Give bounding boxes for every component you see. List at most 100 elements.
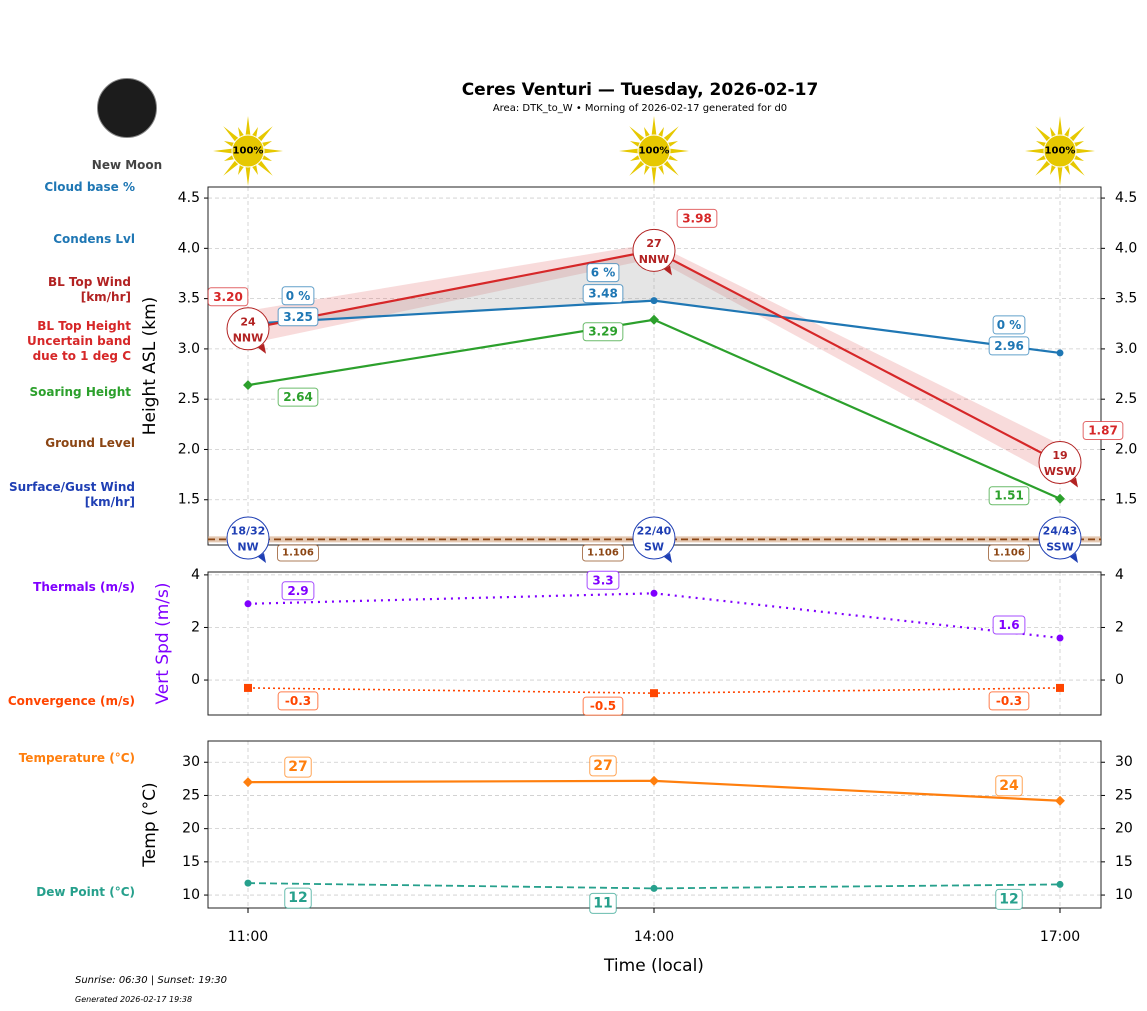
surface-wind-speed: 18/32 xyxy=(231,525,266,538)
moon-phase-label: New Moon xyxy=(91,158,163,172)
sun-icon xyxy=(231,134,265,168)
soaring-label: 3.29 xyxy=(588,325,618,339)
convergence-label-box xyxy=(277,691,319,711)
dew-point-point xyxy=(650,884,658,892)
bl-wind-direction: NNW xyxy=(233,331,264,344)
label-bl-top-height: BL Top Height Uncertain band due to 1 de… xyxy=(27,319,131,363)
y-axis-label: Vert Spd (m/s) xyxy=(153,582,173,704)
cloud-base-pct-label: 0 % xyxy=(286,289,311,303)
bl-top-label-box xyxy=(676,208,718,228)
soaring-height-point xyxy=(649,314,659,325)
moon-icon xyxy=(97,78,157,138)
label-surface-wind: Surface/Gust Wind [km/hr] xyxy=(9,480,135,509)
dew-point-label-box xyxy=(589,892,617,914)
temperature-point xyxy=(243,777,253,788)
label-temperature: Temperature (°C) xyxy=(18,751,135,765)
dew-point-point xyxy=(244,879,252,887)
y-tick-label: 4.0 xyxy=(178,240,200,256)
condens-label: 3.25 xyxy=(283,310,313,324)
condens-level-point xyxy=(650,297,658,305)
cloud-base-pct-label: 6 % xyxy=(591,266,616,280)
label-bl-top-wind: BL Top Wind [km/hr] xyxy=(47,275,131,304)
label-thermals: Thermals (m/s) xyxy=(33,580,135,594)
surface-wind-arrow-icon xyxy=(1070,553,1078,563)
surface-wind-speed: 22/40 xyxy=(637,525,672,538)
surface-wind-arrow-icon xyxy=(664,553,672,563)
thermals-label: 2.9 xyxy=(287,584,308,598)
cloud-base-pct-label-box xyxy=(281,286,315,306)
bl-wind-circle xyxy=(632,228,676,272)
y-tick-label: 0 xyxy=(191,672,200,688)
bl-top-label: 3.20 xyxy=(213,290,243,304)
thermals-label: 3.3 xyxy=(592,573,613,587)
y-tick-label-right: 30 xyxy=(1115,754,1133,770)
bl-top-label: 1.87 xyxy=(1088,424,1118,438)
condens-label: 2.96 xyxy=(994,339,1024,353)
surface-wind-circle xyxy=(226,516,270,560)
y-tick-label: 4.5 xyxy=(178,190,200,206)
label-dew-point: Dew Point (°C) xyxy=(36,885,135,899)
y-tick-label-right: 3.5 xyxy=(1115,291,1137,307)
convergence-point xyxy=(650,689,658,698)
sun-ray-icon xyxy=(1025,116,1095,186)
soaring-label-box xyxy=(988,486,1030,506)
bl-wind-arrow-icon xyxy=(258,343,266,354)
bl-wind-direction: WSW xyxy=(1044,465,1076,478)
temperature-label: 24 xyxy=(999,778,1019,794)
thermals-label-box xyxy=(281,581,315,601)
sunshine-pct-label: 100% xyxy=(233,146,264,157)
thermals-point xyxy=(244,600,252,608)
y-tick-label: 4 xyxy=(191,567,200,583)
label-cloud-base-pct: Cloud base % xyxy=(44,180,135,194)
convergence-label: -0.3 xyxy=(285,694,311,708)
label-convergence: Convergence (m/s) xyxy=(7,694,135,708)
soaring-height-point xyxy=(1055,493,1065,504)
bl-top-label: 3.98 xyxy=(682,211,712,225)
condens-label-box xyxy=(582,284,624,304)
ground-label: 1.106 xyxy=(587,548,619,559)
temperature-label-box xyxy=(995,775,1023,797)
bl-wind-speed: 27 xyxy=(646,237,661,250)
soaring-label: 1.51 xyxy=(994,489,1024,503)
y-tick-label: 25 xyxy=(182,787,200,803)
y-tick-label: 1.5 xyxy=(178,492,200,508)
ground-label: 1.106 xyxy=(993,548,1025,559)
temperature-label: 27 xyxy=(593,758,612,774)
y-tick-label-right: 25 xyxy=(1115,787,1133,803)
x-tick-label: 14:00 xyxy=(634,929,674,945)
surface-wind-direction: SSW xyxy=(1046,541,1073,554)
chart-subtitle: Area: DTK_to_W • Morning of 2026-02-17 g… xyxy=(492,103,788,114)
label-soaring-height: Soaring Height xyxy=(29,385,132,399)
condens-label-box xyxy=(277,307,319,327)
temperature-point xyxy=(1055,795,1065,806)
x-tick-label: 11:00 xyxy=(228,929,268,945)
convergence-label-box xyxy=(582,696,624,716)
generated-timestamp: Generated 2026-02-17 19:38 xyxy=(75,995,193,1004)
ground-label-box xyxy=(988,544,1030,562)
y-tick-label-right: 2.5 xyxy=(1115,391,1137,407)
dew-point-point xyxy=(1056,880,1064,888)
sun-icon xyxy=(1043,134,1077,168)
convergence-label: -0.3 xyxy=(996,694,1022,708)
sunshine-pct-label: 100% xyxy=(639,146,670,157)
sun-ray-icon xyxy=(619,116,689,186)
axes-frame xyxy=(207,571,1102,716)
chart-title: Ceres Venturi — Tuesday, 2026-02-17 xyxy=(461,80,819,100)
x-tick-label: 17:00 xyxy=(1040,929,1080,945)
ground-label-box xyxy=(277,544,319,562)
surface-wind-circle xyxy=(632,516,676,560)
dew-point-label-box xyxy=(284,887,312,909)
convergence-label: -0.5 xyxy=(590,699,616,713)
thermals-point xyxy=(1056,634,1064,642)
surface-wind-speed: 24/43 xyxy=(1043,525,1078,538)
sun-ray-icon xyxy=(213,116,283,186)
y-tick-label-right: 15 xyxy=(1115,854,1133,870)
y-tick-label-right: 0 xyxy=(1115,672,1124,688)
axes-frame xyxy=(207,740,1102,909)
y-tick-label-right: 4 xyxy=(1115,567,1124,583)
cloud-fill xyxy=(248,250,782,329)
dew-point-line xyxy=(247,882,1061,890)
convergence-point xyxy=(244,683,252,692)
y-tick-label-right: 20 xyxy=(1115,821,1133,837)
